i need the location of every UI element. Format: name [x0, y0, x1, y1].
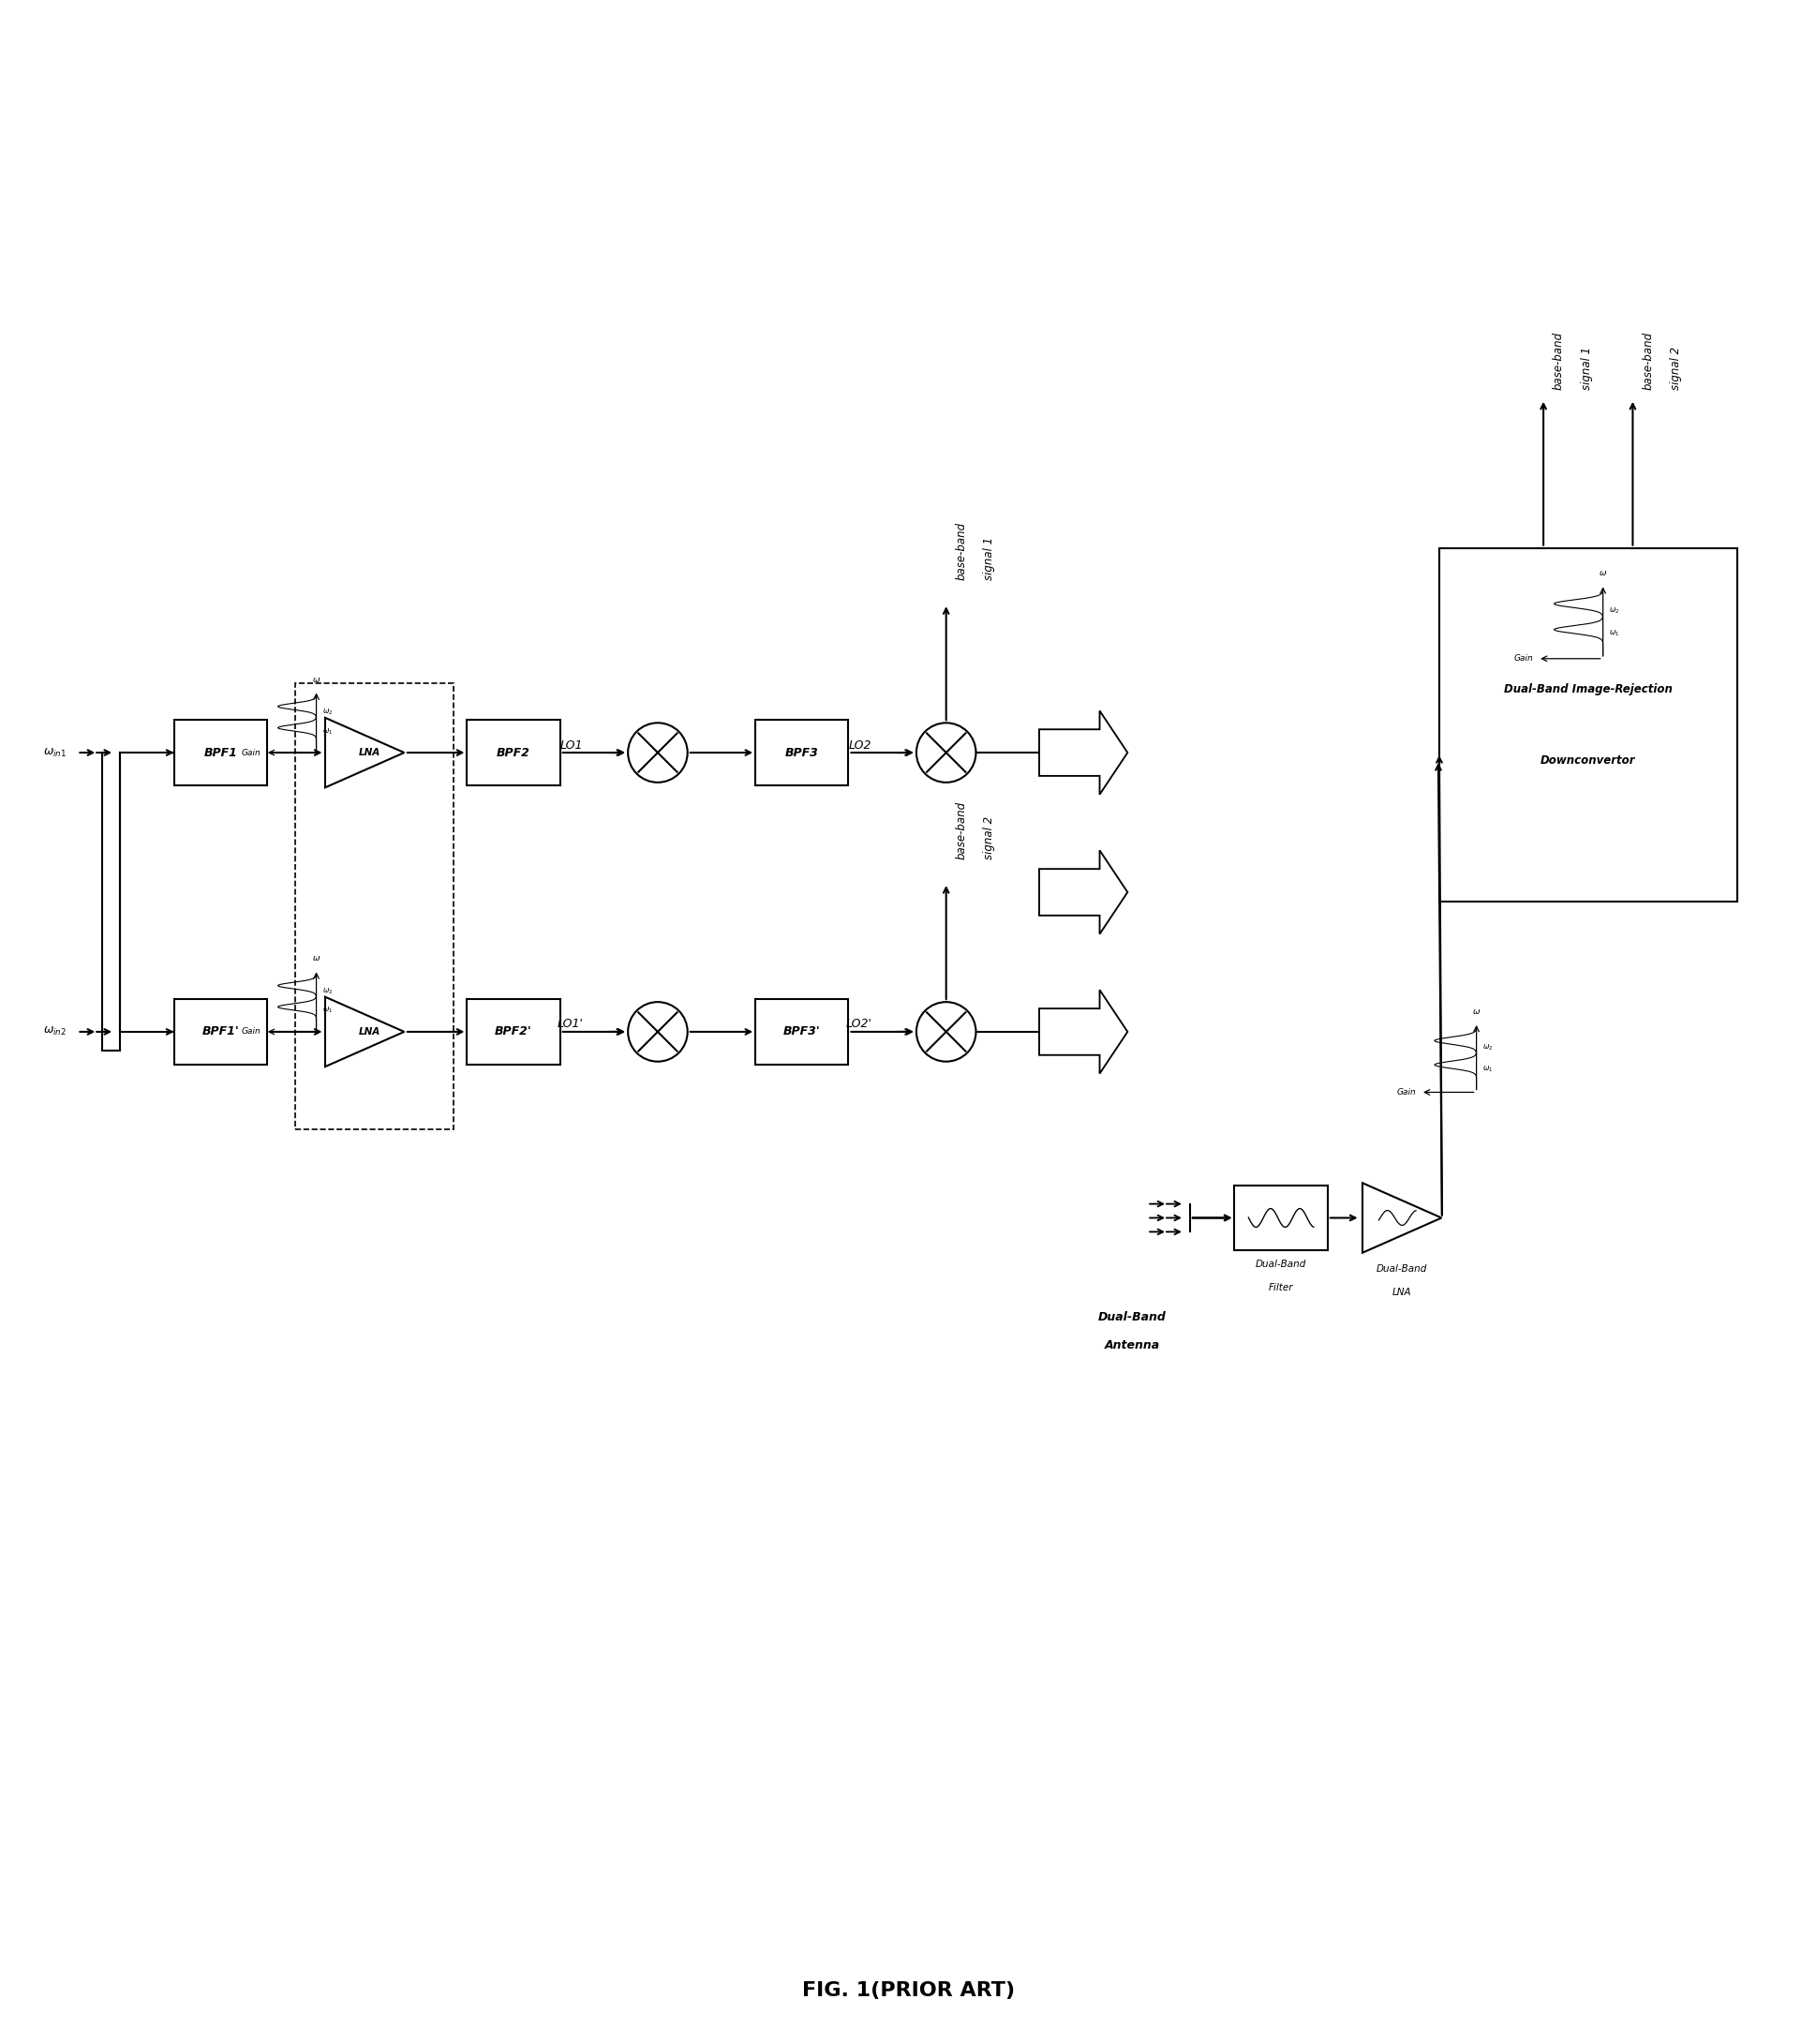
Text: signal 2: signal 2: [982, 816, 995, 861]
Text: $\omega_2$: $\omega_2$: [1609, 605, 1620, 615]
FancyBboxPatch shape: [467, 1000, 559, 1065]
Text: Downconvertor: Downconvertor: [1540, 754, 1636, 766]
Text: base-band: base-band: [1642, 331, 1654, 390]
Text: BPF1: BPF1: [203, 746, 238, 758]
Text: $\omega_2$: $\omega_2$: [1482, 1042, 1493, 1053]
Text: LNA: LNA: [358, 748, 380, 758]
Text: Gain: Gain: [242, 1028, 260, 1036]
Text: Gain: Gain: [1397, 1087, 1416, 1096]
Text: Dual-Band: Dual-Band: [1377, 1265, 1427, 1273]
Text: signal 1: signal 1: [982, 538, 995, 580]
FancyBboxPatch shape: [1440, 548, 1736, 901]
Text: Dual-Band: Dual-Band: [1099, 1310, 1166, 1322]
Text: BPF2: BPF2: [498, 746, 530, 758]
Text: $\omega_2$: $\omega_2$: [321, 987, 332, 995]
Text: FIG. 1(PRIOR ART): FIG. 1(PRIOR ART): [803, 1981, 1015, 1999]
Text: $\omega$: $\omega$: [312, 675, 321, 685]
Text: Gain: Gain: [1515, 654, 1533, 662]
Text: LO1: LO1: [561, 740, 583, 752]
Text: Gain: Gain: [242, 748, 260, 756]
FancyBboxPatch shape: [174, 719, 267, 785]
FancyBboxPatch shape: [1235, 1186, 1327, 1251]
Text: $\omega_{in1}$: $\omega_{in1}$: [44, 746, 67, 758]
Text: base-band: base-band: [1553, 331, 1565, 390]
Text: LO2: LO2: [848, 740, 872, 752]
Text: $\omega$: $\omega$: [1598, 570, 1607, 578]
Text: $\omega_1$: $\omega_1$: [1609, 630, 1620, 638]
Text: $\omega_1$: $\omega_1$: [321, 726, 332, 736]
Text: BPF2': BPF2': [496, 1026, 532, 1038]
Text: BPF1': BPF1': [202, 1026, 240, 1038]
Text: BPF3: BPF3: [785, 746, 819, 758]
Text: Filter: Filter: [1269, 1284, 1293, 1292]
Text: BPF3': BPF3': [783, 1026, 821, 1038]
Text: signal 1: signal 1: [1580, 347, 1593, 390]
Text: $\omega_{in2}$: $\omega_{in2}$: [44, 1026, 67, 1038]
Text: $\omega$: $\omega$: [312, 955, 321, 963]
Text: LNA: LNA: [358, 1026, 380, 1036]
Text: $\omega_1$: $\omega_1$: [321, 1006, 332, 1016]
FancyBboxPatch shape: [467, 719, 559, 785]
Text: LO1': LO1': [558, 1018, 583, 1030]
FancyBboxPatch shape: [755, 719, 848, 785]
Text: LO2': LO2': [846, 1018, 872, 1030]
Text: base-band: base-band: [955, 801, 968, 861]
FancyBboxPatch shape: [755, 1000, 848, 1065]
Text: $\omega$: $\omega$: [1473, 1008, 1480, 1016]
Text: signal 2: signal 2: [1671, 347, 1682, 390]
Text: Antenna: Antenna: [1104, 1339, 1160, 1351]
Text: Dual-Band: Dual-Band: [1255, 1259, 1306, 1269]
Text: $\omega_1$: $\omega_1$: [1482, 1063, 1493, 1073]
Text: $\omega_2$: $\omega_2$: [321, 707, 332, 717]
FancyBboxPatch shape: [174, 1000, 267, 1065]
Text: base-band: base-band: [955, 523, 968, 580]
Text: Dual-Band Image-Rejection: Dual-Band Image-Rejection: [1504, 683, 1673, 695]
Text: LNA: LNA: [1393, 1288, 1411, 1298]
